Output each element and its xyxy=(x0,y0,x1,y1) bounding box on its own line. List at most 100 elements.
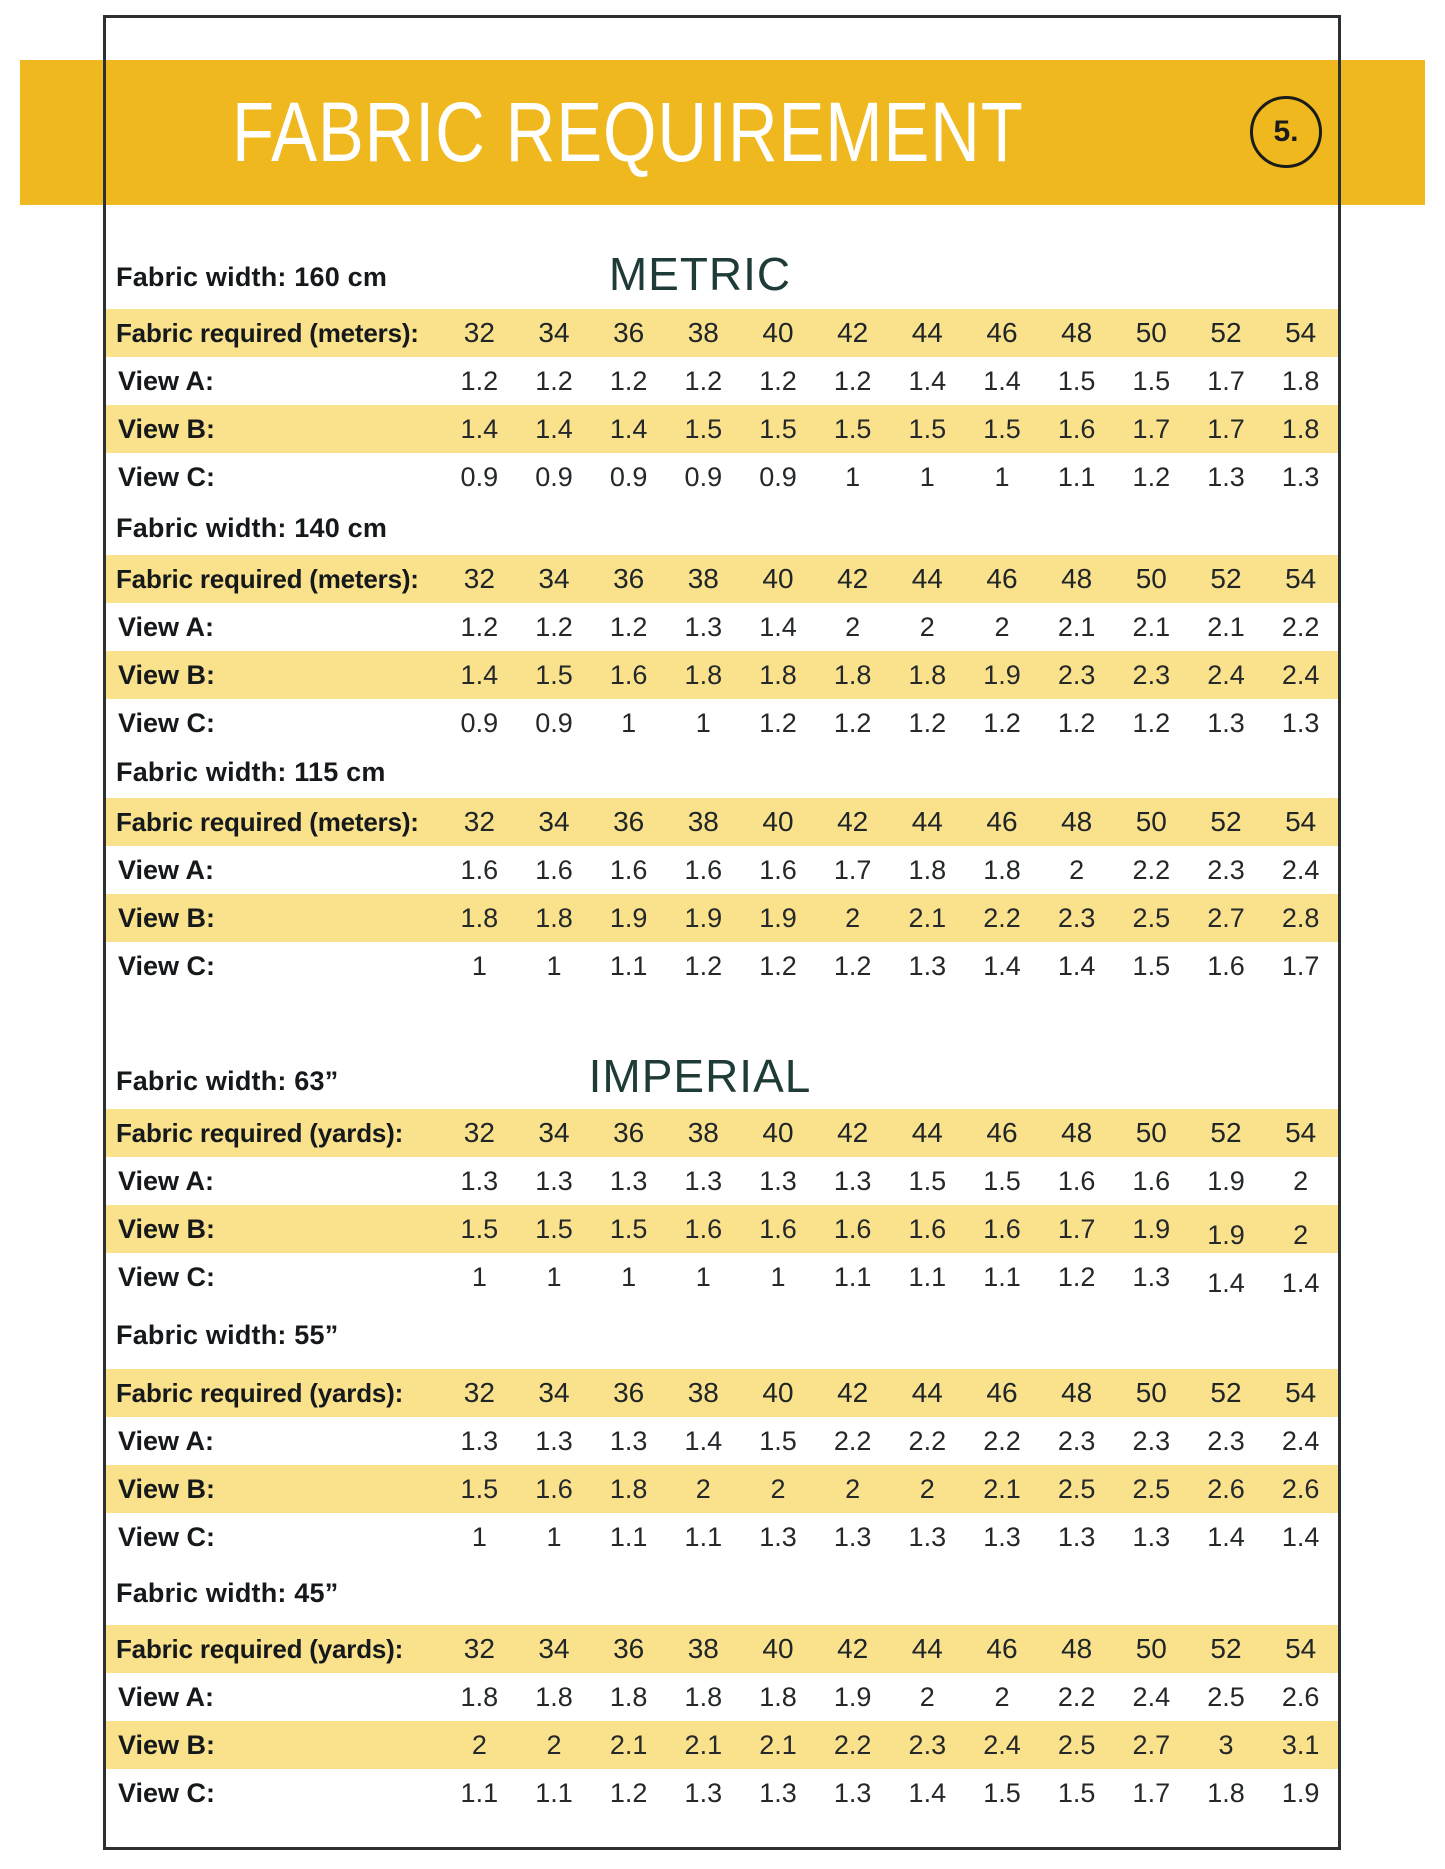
size-cell: 42 xyxy=(837,806,869,837)
value-cell: 1.3 xyxy=(609,1165,648,1196)
value-cell: 0.9 xyxy=(460,707,499,738)
value-cell: 1.4 xyxy=(1207,1267,1245,1298)
page-number: 5. xyxy=(1273,115,1299,148)
view-row: View B: 1.4 1.5 1.6 1.8 1.8 1.8 1.8 1.9 2.3 2.3 2.4… xyxy=(106,651,1338,699)
value-cell: 1.3 xyxy=(460,1425,499,1456)
value-cell: 1.6 xyxy=(1057,413,1096,444)
value-cell: 1.4 xyxy=(759,611,797,642)
view-row: View C: 0.9 0.9 0.9 0.9 0.9 1 1 1 1.1 1.2 1.3 1.3 xyxy=(106,453,1338,501)
size-cell: 52 xyxy=(1210,1633,1242,1664)
size-cell: 32 xyxy=(463,1377,495,1408)
value-cell: 1.2 xyxy=(983,707,1021,738)
size-header-row: Fabric required (meters): 32 34 36 38 40 42 44 4… xyxy=(106,309,1338,357)
size-cell: 50 xyxy=(1135,806,1167,837)
value-cell: 2.3 xyxy=(1057,659,1096,690)
value-cell: 2.1 xyxy=(1057,611,1096,642)
value-cell: 2.2 xyxy=(1132,854,1171,885)
value-cell: 1.3 xyxy=(1132,1261,1171,1292)
value-cell: 1.6 xyxy=(908,1213,947,1244)
value-cell: 1 xyxy=(546,1261,562,1292)
value-cell: 1.8 xyxy=(460,902,499,933)
size-cell: 38 xyxy=(687,1117,719,1148)
value-cell: 1.3 xyxy=(535,1425,573,1456)
view-row: View B: 1.4 1.4 1.4 1.5 1.5 1.5 1.5 1.5 1.6 1.7 1.7… xyxy=(106,405,1338,453)
value-cell: 2 xyxy=(919,1473,935,1504)
value-cell: 1 xyxy=(845,461,861,492)
value-cell: 1.3 xyxy=(1207,461,1245,492)
value-cell: 2 xyxy=(695,1473,711,1504)
value-cell: 1.6 xyxy=(833,1213,872,1244)
value-cell: 1.6 xyxy=(1207,950,1245,981)
value-cell: 1.4 xyxy=(908,1777,947,1808)
value-cell: 1.2 xyxy=(460,365,499,396)
size-header-row: Fabric required (meters): 32 34 36 38 40 42 44 4… xyxy=(106,555,1338,603)
value-cell: 2.5 xyxy=(1057,1473,1096,1504)
size-header-row: Fabric required (yards): 32 34 36 38 40 42 44 46… xyxy=(106,1109,1338,1157)
value-cell: 1.5 xyxy=(833,413,872,444)
size-cell: 32 xyxy=(463,806,495,837)
size-cell: 44 xyxy=(911,317,943,348)
size-cell: 38 xyxy=(687,1377,719,1408)
value-cell: 1.3 xyxy=(684,1777,723,1808)
required-label: Fabric required (yards): xyxy=(116,1633,404,1664)
value-cell: 1.5 xyxy=(908,413,947,444)
value-cell: 1.1 xyxy=(983,1261,1021,1292)
size-cell: 34 xyxy=(538,317,570,348)
value-cell: 2 xyxy=(1069,854,1085,885)
size-cell: 46 xyxy=(986,563,1018,594)
value-cell: 1.5 xyxy=(460,1213,499,1244)
value-cell: 2.5 xyxy=(1057,1729,1096,1760)
view-label: View A: xyxy=(118,365,215,396)
value-cell: 1.5 xyxy=(1132,950,1171,981)
value-cell: 1.8 xyxy=(983,854,1021,885)
value-cell: 1.3 xyxy=(609,1425,648,1456)
value-cell: 1.3 xyxy=(535,1165,573,1196)
view-label: View C: xyxy=(118,461,216,492)
value-cell: 1 xyxy=(695,707,711,738)
value-cell: 1.7 xyxy=(833,854,872,885)
size-cell: 46 xyxy=(986,806,1018,837)
value-cell: 1.4 xyxy=(1281,1267,1320,1298)
value-cell: 1.9 xyxy=(1207,1219,1245,1250)
value-cell: 1.7 xyxy=(1207,413,1245,444)
value-cell: 2 xyxy=(845,611,861,642)
view-label: View C: xyxy=(118,950,216,981)
value-cell: 1.8 xyxy=(908,659,947,690)
view-row: View C: 1 1 1.1 1.1 1.3 1.3 1.3 1.3 1.3 1.3 1.4 1.4 xyxy=(106,1513,1338,1561)
fabric-section: Fabric width: 140 cm Fabric required (met… xyxy=(106,501,1338,747)
size-cell: 42 xyxy=(837,1633,869,1664)
value-cell: 1.8 xyxy=(684,659,723,690)
view-row: View A: 1.8 1.8 1.8 1.8 1.8 1.9 2 2 2.2 2.4 2.5 2.6 xyxy=(106,1673,1338,1721)
value-cell: 1.5 xyxy=(908,1165,947,1196)
value-cell: 2.1 xyxy=(1132,611,1171,642)
view-label: View B: xyxy=(118,1473,216,1504)
section-heading: Fabric width: 63” IMPERIAL xyxy=(106,990,1338,1109)
value-cell: 1.4 xyxy=(535,413,573,444)
value-cell: 2.1 xyxy=(908,902,947,933)
size-cell: 54 xyxy=(1285,563,1317,594)
value-cell: 1.1 xyxy=(460,1777,499,1808)
size-cell: 38 xyxy=(687,806,719,837)
size-cell: 40 xyxy=(762,1633,794,1664)
value-cell: 1.2 xyxy=(833,365,872,396)
value-cell: 1.5 xyxy=(460,1473,499,1504)
value-cell: 1.7 xyxy=(1132,1777,1171,1808)
value-cell: 2.6 xyxy=(1281,1681,1320,1712)
value-cell: 1.9 xyxy=(1207,1165,1245,1196)
size-cell: 36 xyxy=(613,1633,645,1664)
value-cell: 1.7 xyxy=(1207,365,1245,396)
value-cell: 1.2 xyxy=(759,707,797,738)
value-cell: 1.2 xyxy=(460,611,499,642)
value-cell: 1 xyxy=(471,1261,487,1292)
size-header-row: Fabric required (yards): 32 34 36 38 40 42 44 46… xyxy=(106,1625,1338,1673)
value-cell: 1 xyxy=(621,1261,637,1292)
value-cell: 2.2 xyxy=(833,1729,872,1760)
value-cell: 1.6 xyxy=(759,1213,797,1244)
size-header-row: Fabric required (meters): 32 34 36 38 40 42 44 4… xyxy=(106,798,1338,846)
value-cell: 2 xyxy=(919,611,935,642)
value-cell: 2.5 xyxy=(1207,1681,1245,1712)
size-cell: 54 xyxy=(1285,317,1317,348)
value-cell: 0.9 xyxy=(460,461,499,492)
size-cell: 48 xyxy=(1061,1377,1093,1408)
section-heading: Fabric width: 140 cm xyxy=(106,501,1338,555)
